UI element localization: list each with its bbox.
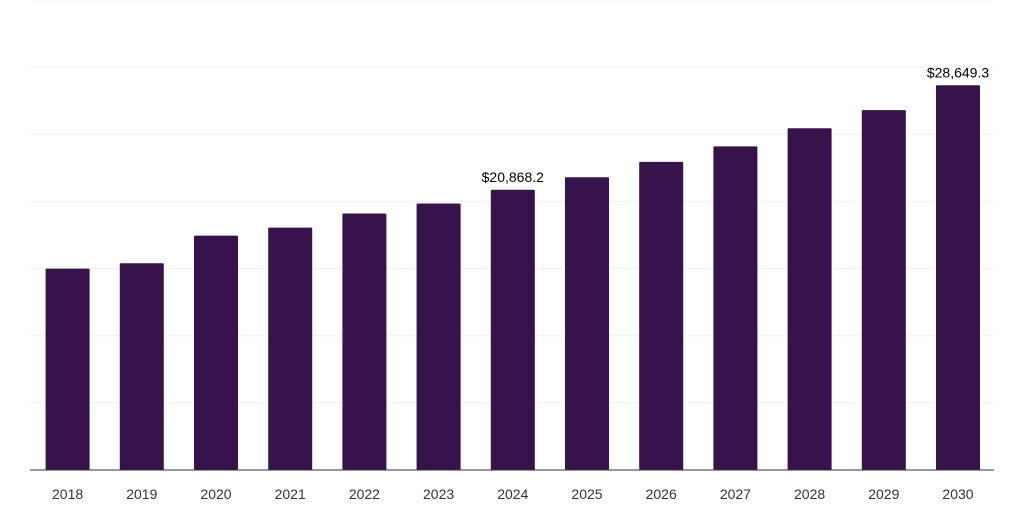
bar-2018 <box>45 268 90 470</box>
x-tick-label-2027: 2027 <box>720 486 751 502</box>
data-labels: $20,868.2 $28,649.3 <box>482 64 990 184</box>
bar-2026 <box>639 161 684 471</box>
x-tick-label-2029: 2029 <box>868 486 899 502</box>
x-tick-label-2028: 2028 <box>794 486 825 502</box>
bar-2019 <box>119 263 164 470</box>
bar-2020 <box>194 235 238 470</box>
x-tick-label-2019: 2019 <box>126 486 157 502</box>
x-tick-label-2022: 2022 <box>349 486 380 502</box>
bar-2022 <box>342 213 387 470</box>
data-label-2030: $28,649.3 <box>927 64 989 80</box>
x-tick-label-2024: 2024 <box>497 486 528 502</box>
bar-2021 <box>268 227 313 470</box>
bar-2025 <box>565 177 609 470</box>
x-tick-label-2023: 2023 <box>423 486 454 502</box>
x-tick-label-2030: 2030 <box>942 486 973 502</box>
x-tick-label-2020: 2020 <box>200 486 231 502</box>
data-label-2024: $20,868.2 <box>482 169 544 185</box>
bar-2028 <box>787 128 832 470</box>
x-tick-label-2021: 2021 <box>275 486 306 502</box>
bar-2027 <box>713 146 758 470</box>
bars <box>45 85 980 471</box>
bar-2029 <box>861 110 906 470</box>
bar-2030 <box>936 85 980 471</box>
bar-2024 <box>490 189 535 470</box>
x-tick-label-2018: 2018 <box>52 486 83 502</box>
x-tick-label-2025: 2025 <box>571 486 602 502</box>
x-tick-label-2026: 2026 <box>646 486 677 502</box>
bar-2023 <box>416 203 461 470</box>
x-axis-tick-labels: 2018 2019 2020 2021 2022 2023 2024 2025 2026 2027… <box>52 486 974 502</box>
